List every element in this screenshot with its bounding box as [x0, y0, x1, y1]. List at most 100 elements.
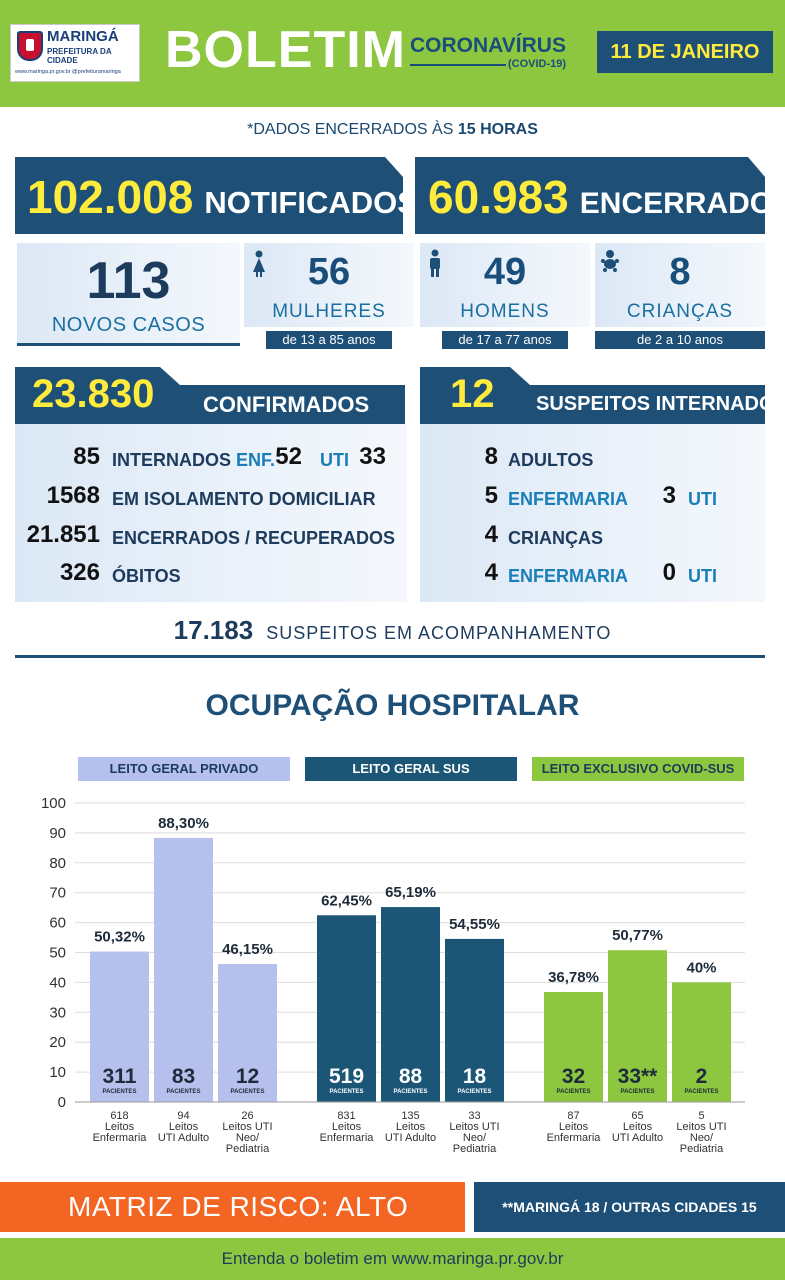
acompanhamento-value: 17.183	[173, 615, 254, 645]
bar-pacientes-label: PACIENTES	[557, 1089, 591, 1095]
isolamento-label: EM ISOLAMENTO DOMICILIAR	[112, 489, 376, 509]
mulheres-card: 56 MULHERES	[244, 243, 414, 327]
group-header-sus: LEITO GERAL SUS	[305, 757, 517, 781]
ocupacao-title: OCUPAÇÃO HOSPITALAR	[205, 689, 580, 722]
confirmados-value: 23.830	[32, 372, 155, 416]
chart-bar	[90, 951, 149, 1102]
bar-category-label: UTI Adulto	[158, 1132, 209, 1144]
susp-criancas-uti-value: 0	[662, 559, 676, 586]
risk-matrix-text: MATRIZ DE RISCO: ALTO	[68, 1191, 409, 1222]
acompanhamento-label: SUSPEITOS EM ACOMPANHAMENTO	[266, 623, 612, 643]
recuperados-label: ENCERRADOS / RECUPERADOS	[112, 528, 396, 548]
bar-leitos-value: 5	[698, 1110, 704, 1122]
page-subtitle: CORONAVÍRUS	[410, 34, 566, 57]
homens-value: 49	[483, 251, 527, 293]
mulheres-ages: de 13 a 85 anos	[266, 331, 392, 349]
chart-bar	[544, 992, 603, 1102]
bar-pacientes-label: PACIENTES	[167, 1089, 201, 1095]
group-header-covid: LEITO EXCLUSIVO COVID-SUS	[532, 757, 744, 781]
bar-percent-label: 62,45%	[321, 892, 372, 909]
footer-bar[interactable]: Entenda o boletim em www.maringa.pr.gov.…	[0, 1238, 785, 1280]
notificados-label: NOTIFICADOS	[204, 185, 418, 220]
bar-percent-label: 88,30%	[158, 815, 209, 832]
bar-pacientes-label: PACIENTES	[103, 1089, 137, 1095]
baby-icon	[601, 250, 619, 272]
bar-pacientes-value: 33**	[618, 1065, 659, 1088]
bar-percent-label: 65,19%	[385, 884, 436, 901]
bar-leitos-value: 87	[567, 1110, 579, 1122]
bar-percent-label: 40%	[686, 959, 716, 976]
risk-matrix-banner: MATRIZ DE RISCO: ALTO	[0, 1182, 465, 1232]
bar-category-label: Pediatria	[453, 1143, 497, 1155]
susp-criancas-uti-label: UTI	[688, 566, 717, 586]
notificados-value: 102.008	[27, 171, 194, 223]
chart-bar	[317, 915, 376, 1102]
homens-card: 49 HOMENS	[420, 243, 590, 327]
criancas-ages: de 2 a 10 anos	[595, 331, 765, 349]
susp-adultos-enf-label: ENFERMARIA	[508, 489, 628, 509]
uti-label: UTI	[320, 450, 349, 470]
data-cutoff-note: *DADOS ENCERRADOS ÀS 15 HORAS	[0, 121, 785, 139]
date-text: 11 DE JANEIRO	[610, 41, 760, 63]
bar-category-label: Enfermaria	[93, 1132, 148, 1144]
internados-value: 85	[73, 443, 100, 470]
bar-pacientes-label: PACIENTES	[330, 1089, 364, 1095]
group-header-privado: LEITO GERAL PRIVADO	[78, 757, 290, 781]
bar-category-label: Neo/	[463, 1132, 487, 1144]
susp-adultos-uti-label: UTI	[688, 489, 717, 509]
bar-category-label: Pediatria	[226, 1143, 270, 1155]
bar-pacientes-value: 12	[236, 1065, 259, 1088]
bar-pacientes-label: PACIENTES	[621, 1089, 655, 1095]
bar-leitos-value: 65	[631, 1110, 643, 1122]
susp-adultos-uti-value: 3	[662, 482, 676, 509]
susp-criancas-label: CRIANÇAS	[508, 528, 604, 548]
criancas-card: 8 CRIANÇAS	[595, 243, 765, 327]
enf-value: 52	[275, 443, 302, 470]
bar-leitos-value: 618	[110, 1110, 128, 1122]
bar-pacientes-value: 88	[399, 1065, 423, 1088]
novos-casos-card: 113 NOVOS CASOS	[17, 243, 240, 346]
mulheres-value: 56	[307, 251, 351, 293]
mulheres-label: MULHERES	[272, 301, 386, 322]
bar-category-label: Enfermaria	[320, 1132, 375, 1144]
city-logo[interactable]: MARINGÁ PREFEITURA DA CIDADE www.maringa…	[10, 24, 140, 82]
chart-bar	[608, 950, 667, 1102]
bar-percent-label: 50,77%	[612, 927, 663, 944]
encerrados-banner	[415, 157, 765, 234]
bar-category-label: UTI Adulto	[385, 1132, 436, 1144]
obitos-label: ÓBITOS	[112, 566, 181, 586]
bar-pacientes-value: 32	[562, 1065, 585, 1088]
susp-adultos-value: 8	[484, 443, 498, 470]
bar-pacientes-label: PACIENTES	[458, 1089, 492, 1095]
suspeitos-banner	[420, 367, 765, 424]
bar-leitos-value: 26	[241, 1110, 253, 1122]
internados-label: INTERNADOS	[112, 450, 232, 470]
logo-web: www.maringa.pr.gov.br @prefeituramaringa	[15, 69, 121, 75]
susp-criancas-enf-value: 4	[484, 559, 498, 586]
encerrados-label: ENCERRADOS	[579, 187, 785, 220]
bar-percent-label: 46,15%	[222, 941, 273, 958]
novos-casos-value: 113	[86, 252, 171, 310]
footer-link-text[interactable]: Entenda o boletim em www.maringa.pr.gov.…	[221, 1249, 564, 1268]
bar-category-label: Leitos	[623, 1121, 653, 1133]
uti-value: 33	[359, 443, 386, 470]
bar-pacientes-value: 18	[463, 1065, 487, 1088]
recuperados-value: 21.851	[26, 521, 100, 548]
y-tick-label: 0	[58, 1094, 66, 1111]
page-subtitle-small: (COVID-19)	[508, 58, 567, 70]
bar-category-label: Enfermaria	[547, 1132, 602, 1144]
bar-category-label: Leitos	[169, 1121, 199, 1133]
chart-bar	[381, 907, 440, 1102]
obitos-value: 326	[59, 559, 100, 586]
page-title: BOLETIM	[165, 21, 406, 79]
bar-category-label: Leitos UTI	[449, 1121, 499, 1133]
bar-percent-label: 50,32%	[94, 929, 145, 946]
novos-casos-label: NOVOS CASOS	[51, 314, 206, 336]
criancas-label: CRIANÇAS	[626, 301, 734, 322]
y-tick-label: 40	[49, 974, 66, 991]
date-badge: 11 DE JANEIRO	[597, 31, 773, 73]
bar-category-label: Leitos UTI	[222, 1121, 272, 1133]
y-tick-label: 20	[49, 1034, 66, 1051]
chart-bar	[672, 982, 731, 1102]
confirmados-banner	[15, 367, 405, 424]
